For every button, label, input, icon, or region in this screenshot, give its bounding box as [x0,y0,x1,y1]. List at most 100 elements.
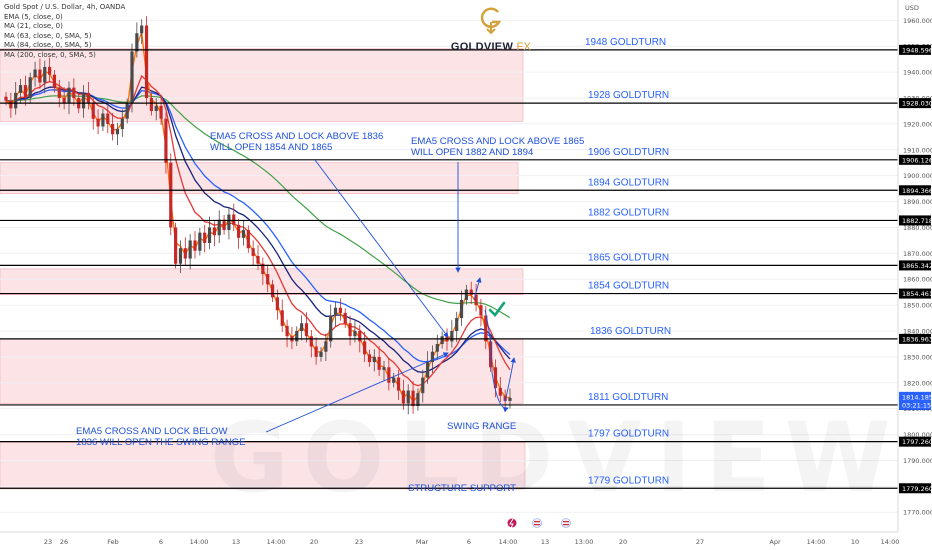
time-tick: 13 [232,538,240,546]
indicator-ema5[interactable]: EMA (5, close, 0) [4,12,63,21]
annotation-arrow [314,159,449,338]
time-tick: 14:00 [267,538,286,546]
candle-body [256,255,260,264]
candles [4,16,512,415]
candle-body [377,356,381,370]
annotation-arrow [473,277,482,301]
price-label-bg [899,333,931,344]
price-tick: 1910.000 [903,146,932,154]
candle-body [416,393,420,407]
candle-body [353,331,357,337]
level-lines: 1948 GOLDTURN 1928 GOLDTURN 1906 GOLDTURN 1… [0,37,898,489]
indicator-ma200[interactable]: MA (200, close, 0, SMA, 5) [4,50,96,59]
zone-band [0,162,519,195]
time-tick: 14:00 [881,538,900,546]
candle-body [479,305,483,316]
level-label: 1865 GOLDTURN [588,252,669,263]
time-tick: 14:00 [190,538,209,546]
time-tick: 20 [619,538,627,546]
price-label: 1906.126 [902,156,932,164]
watermark: GOLDVIEW FX [210,402,932,514]
candle-body [135,33,139,52]
candle-body [222,219,226,231]
price-tick: 1800.000 [903,431,932,439]
candle-body [169,162,173,228]
annotation-text: EMA5 CROSS AND LOCK ABOVE 1836 [210,131,383,142]
flag-stripe [534,521,540,523]
chart-legend: Gold Spot / U.S. Dollar, 4h, OANDA EMA (… [4,3,125,61]
indicator-ma84[interactable]: MA (84, close, 0, SMA, 5) [4,41,92,50]
candle-body [319,351,323,357]
price-label: 1797.260 [902,438,932,446]
price-tick: 1900.000 [903,172,932,180]
candle-body [372,356,376,363]
time-tick: Apr [769,538,781,546]
time-tick: 23 [44,538,52,546]
candle-body [406,390,410,404]
time-axis: 23 26 Feb 6 14:00 13 14:00 20 23 Mar 6 14:00 13 13:00… [0,518,900,546]
time-tick: 23 [355,538,363,546]
candle-body [503,395,507,401]
candle-body [72,87,76,99]
candle-body [217,219,221,236]
flag-stripe [563,521,569,523]
candle-body [193,240,197,251]
candle-body [178,248,183,264]
candle-body [450,331,454,342]
us-flag-icon [561,518,571,528]
time-tick: 20 [310,538,318,546]
candle-body [275,297,279,311]
level-label: 1854 GOLDTURN [588,281,669,292]
candle-body [333,307,338,316]
candle-body [101,113,105,127]
level-label: 1797 GOLDTURN [588,429,669,440]
candle-body [43,66,47,83]
candle-body [33,69,37,78]
candle-body [232,214,236,225]
candle-body [382,367,386,370]
candle-body [484,315,488,342]
price-tick: 1840.000 [903,328,932,336]
logo-suffix: FX [516,41,532,53]
candle-body [207,227,212,243]
candle-body [508,397,512,401]
candle-body [309,336,313,347]
candle-body [421,377,425,394]
us-flag-icon [532,518,542,528]
indicator-ma21[interactable]: MA (21, close, 0) [4,22,63,31]
price-tick: 1880.000 [903,224,932,232]
time-tick: 14:00 [499,538,518,546]
candle-body [300,323,304,332]
annotation-arrow [265,352,449,433]
level-label: 1894 GOLDTURN [588,177,669,188]
level-label: 1811 GOLDTURN [588,392,668,403]
candle-body [48,66,52,75]
candle-body [440,336,444,344]
price-tick: 1820.000 [903,379,932,387]
candle-body [338,307,342,313]
annotation-text: WILL OPEN 1854 AND 1865 [210,142,332,153]
candle-body [149,98,153,111]
candle-body [489,341,493,368]
price-label: 1836.963 [902,335,932,343]
price-label: 1894.366 [902,187,932,195]
candle-body [144,25,149,99]
flag-stripe [563,524,569,526]
price-tick: 1830.000 [903,353,932,361]
currency-label: USD [905,4,919,12]
candle-body [62,98,66,104]
time-tick: 13:00 [575,538,594,546]
candle-body [111,123,115,135]
price-label-bg [899,483,931,494]
candle-body [363,341,367,355]
price-tick: 1940.000 [903,69,932,77]
countdown-label: 03:21:15 [902,401,931,409]
time-tick: 6 [159,538,163,546]
price-tick: 1870.000 [903,250,932,258]
candle-body [203,232,207,243]
candle-body [270,284,275,298]
candle-body [96,118,100,127]
candle-body [115,129,120,135]
indicator-ma63[interactable]: MA (63, close, 0, SMA, 5) [4,31,92,40]
